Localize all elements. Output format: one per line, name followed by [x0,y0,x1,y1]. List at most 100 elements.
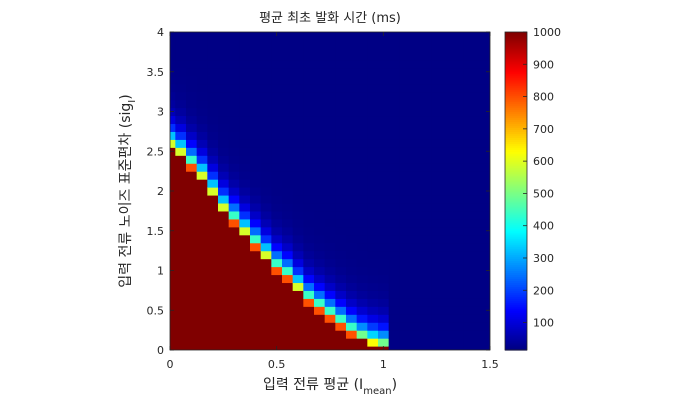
heatmap-cell [452,282,464,291]
heatmap-cell [346,115,358,125]
colorbar-segment [505,143,527,146]
colorbar-segment [505,296,527,299]
heatmap-cell [388,218,400,228]
heatmap-cell [282,107,294,117]
heatmap-cell [463,155,475,164]
heatmap-cell [356,218,368,228]
heatmap-cell [335,99,347,109]
heatmap-cell [228,75,240,85]
heatmap-cell [239,91,251,101]
heatmap-cell [410,171,422,180]
heatmap-cell [175,338,187,347]
heatmap-cell [314,250,326,260]
heatmap-cell [250,218,262,228]
heatmap-cell [207,115,219,125]
heatmap-cell [420,234,432,244]
heatmap-cell [410,322,422,331]
heatmap-cell [207,346,219,350]
heatmap-cell [378,59,390,69]
colorbar-segment [505,137,527,140]
heatmap-cell [218,194,230,204]
heatmap-cell [388,163,400,172]
heatmap-cell [474,32,486,37]
heatmap-cell [186,250,198,260]
colorbar-segment [505,302,527,305]
heatmap-cell [207,258,219,268]
heatmap-cell [420,91,432,101]
heatmap-cell [367,67,379,77]
colorbar-segment [505,167,527,170]
heatmap-cell [346,147,358,156]
heatmap-cell [239,194,251,204]
heatmap-cell [292,338,304,347]
heatmap-cell [260,83,272,93]
heatmap-cell [410,147,422,156]
heatmap-cell [250,210,262,220]
heatmap-cell [170,123,176,132]
heatmap-cell [186,330,198,339]
heatmap-cell [463,67,475,77]
heatmap-cell [463,99,475,109]
heatmap-cell [228,139,240,148]
heatmap-cell [356,210,368,220]
heatmap-cell [484,234,490,244]
heatmap-cell [388,290,400,299]
heatmap-cell [324,242,336,252]
heatmap-cell [228,266,240,276]
colorbar-segment [505,75,527,79]
heatmap-cell [260,67,272,77]
colorbar-segment [505,139,527,142]
heatmap-cell [356,322,368,331]
heatmap-cell [314,32,326,37]
heatmap-cell [282,274,294,284]
heatmap-cell [314,338,326,347]
y-tick-label: 4 [157,26,164,39]
heatmap-cell [356,32,368,37]
heatmap-cell [335,91,347,101]
heatmap-cell [260,282,272,291]
heatmap-cell [292,282,304,291]
heatmap-cell [170,314,176,323]
heatmap-cell [228,99,240,109]
heatmap-cell [484,346,490,350]
heatmap-cell [346,218,358,228]
colorbar-segment [505,153,527,156]
heatmap-cell [292,171,304,180]
heatmap-cell [175,75,187,85]
heatmap-cell [474,147,486,156]
heatmap-cell [239,99,251,109]
heatmap-cell [196,314,208,323]
heatmap-cell [292,123,304,132]
x-tick-label: 0.5 [268,358,286,371]
heatmap-cell [303,330,315,339]
heatmap-cell [282,258,294,268]
heatmap-cell [410,51,422,61]
heatmap-cell [186,163,198,172]
heatmap-cell [474,91,486,101]
heatmap-cell [388,266,400,276]
heatmap-cell [260,163,272,172]
heatmap-cell [346,107,358,117]
heatmap-cell [239,59,251,69]
heatmap-cell [420,210,432,220]
heatmap-cell [260,330,272,339]
colorbar-segment [505,272,527,276]
heatmap-cell [218,298,230,307]
heatmap-cell [356,115,368,125]
heatmap-cell [250,75,262,85]
heatmap-cell [260,107,272,117]
heatmap-cell [431,258,443,268]
heatmap-cell [239,123,251,132]
heatmap-cell [356,163,368,172]
heatmap-cell [474,131,486,140]
heatmap-cell [388,210,400,220]
heatmap-cell [282,179,294,188]
heatmap-cell [186,155,198,164]
heatmap-cell [378,179,390,188]
heatmap-cell [463,51,475,61]
heatmap-cell [228,346,240,350]
heatmap-cell [175,171,187,180]
heatmap-cell [196,43,208,53]
colorbar-segment [505,194,527,198]
x-axis-label: 입력 전류 평균 (Imean) [263,377,397,397]
